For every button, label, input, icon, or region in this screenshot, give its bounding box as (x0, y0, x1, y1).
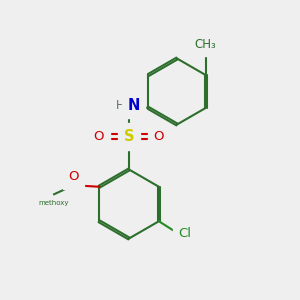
Text: O: O (94, 130, 104, 143)
Text: Cl: Cl (178, 227, 191, 240)
Text: S: S (124, 129, 134, 144)
Text: N: N (127, 98, 140, 112)
Text: methoxy: methoxy (39, 200, 69, 206)
Text: O: O (154, 130, 164, 143)
Text: CH₃: CH₃ (195, 38, 217, 51)
Text: H: H (116, 98, 125, 112)
Text: O: O (68, 170, 79, 183)
